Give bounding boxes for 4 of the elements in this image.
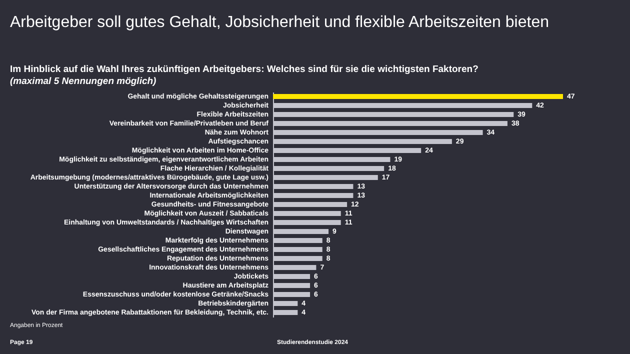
chart-subtitle: Im Hinblick auf die Wahl Ihres zukünftigen Arbeitgebers: Welches sind für sie die wichtigsten Faktoren? xyxy=(10,64,479,75)
chart-title: Arbeitgeber soll gutes Gehalt, Jobsicherheit und flexible Arbeitszeiten bieten xyxy=(10,14,549,31)
text: (maximal 5 Nennungen möglich) xyxy=(10,76,156,87)
bar xyxy=(273,94,563,99)
